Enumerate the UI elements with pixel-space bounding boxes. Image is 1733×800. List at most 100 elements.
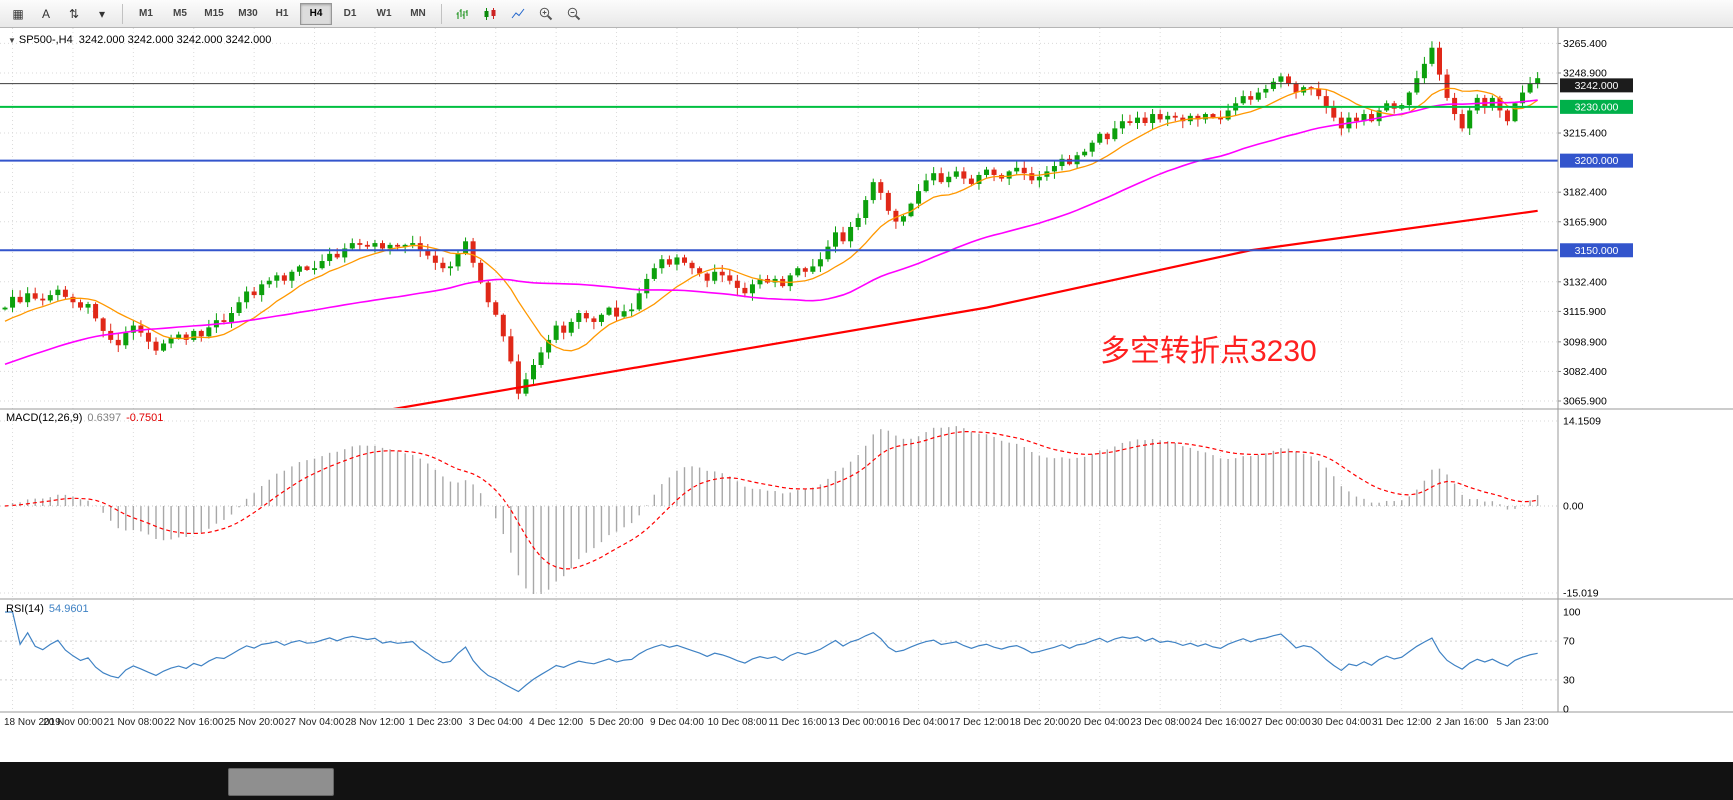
svg-text:0: 0 bbox=[1563, 704, 1569, 716]
cursor-tool-icon[interactable]: ⇅ bbox=[68, 6, 80, 21]
svg-text:3098.900: 3098.900 bbox=[1563, 336, 1607, 348]
macd-indicator-label: MACD(12,26,9) 0.6397 -0.7501 bbox=[6, 412, 163, 424]
zoom-out-icon[interactable] bbox=[561, 2, 587, 26]
chart-area[interactable]: 3265.400 3248.900 3215.400 3182.400 3165.900… bbox=[0, 28, 1733, 762]
svg-text:3215.400: 3215.400 bbox=[1563, 128, 1607, 140]
svg-text:13 Dec 00:00: 13 Dec 00:00 bbox=[828, 717, 888, 728]
text-tool-icon[interactable]: A bbox=[41, 6, 50, 21]
svg-text:3115.900: 3115.900 bbox=[1563, 306, 1606, 318]
svg-text:-15.019: -15.019 bbox=[1563, 588, 1599, 600]
candles bbox=[2, 41, 1541, 400]
zoom-in-icon[interactable] bbox=[533, 2, 559, 26]
timeframe-mn[interactable]: MN bbox=[410, 8, 426, 19]
svg-text:0.00: 0.00 bbox=[1563, 501, 1584, 513]
svg-text:5 Dec 20:00: 5 Dec 20:00 bbox=[590, 717, 644, 728]
toolbar: ▦ A ⇅ ▾ M1 M5 M15 M30 H1 H4 D1 W1 MN bbox=[0, 0, 1733, 28]
svg-text:30: 30 bbox=[1563, 674, 1575, 686]
svg-text:17 Dec 12:00: 17 Dec 12:00 bbox=[949, 717, 1009, 728]
svg-text:3 Dec 04:00: 3 Dec 04:00 bbox=[469, 717, 523, 728]
timeframe-m5[interactable]: M5 bbox=[173, 8, 187, 19]
svg-text:14.1509: 14.1509 bbox=[1563, 416, 1601, 428]
timeframe-w1[interactable]: W1 bbox=[376, 8, 392, 19]
candlestick-icon[interactable] bbox=[477, 2, 503, 26]
timeframe-d1[interactable]: D1 bbox=[343, 8, 357, 19]
svg-text:3165.900: 3165.900 bbox=[1563, 216, 1607, 228]
price-axis: 3265.400 3248.900 3215.400 3182.400 3165.900… bbox=[1558, 38, 1607, 408]
symbol-period-label: SP500-,H4 bbox=[18, 34, 73, 46]
svg-text:9 Dec 04:00: 9 Dec 04:00 bbox=[650, 717, 704, 728]
timeframe-m1[interactable]: M1 bbox=[139, 8, 153, 19]
medium-ma-line bbox=[4, 99, 1538, 366]
macd-name: MACD(12,26,9) bbox=[6, 412, 83, 424]
svg-text:5 Jan 23:00: 5 Jan 23:00 bbox=[1496, 717, 1549, 728]
toolbar-separator bbox=[441, 3, 442, 24]
svg-text:3065.900: 3065.900 bbox=[1563, 396, 1607, 408]
svg-text:22 Nov 16:00: 22 Nov 16:00 bbox=[164, 717, 224, 728]
toolbar-separator bbox=[122, 3, 123, 24]
svg-text:20 Nov 00:00: 20 Nov 00:00 bbox=[43, 717, 103, 728]
svg-text:3182.400: 3182.400 bbox=[1563, 187, 1607, 199]
svg-text:4 Dec 12:00: 4 Dec 12:00 bbox=[529, 717, 583, 728]
svg-text:28 Nov 12:00: 28 Nov 12:00 bbox=[345, 717, 405, 728]
svg-text:24 Dec 16:00: 24 Dec 16:00 bbox=[1191, 717, 1251, 728]
chart-title: ▼ SP500-,H4 3242.000 3242.000 3242.000 324… bbox=[8, 34, 271, 46]
line-chart-icon[interactable] bbox=[505, 2, 531, 26]
svg-text:3150.000: 3150.000 bbox=[1575, 245, 1619, 257]
quote-values: 3242.000 3242.000 3242.000 3242.000 bbox=[78, 34, 272, 46]
svg-text:25 Nov 20:00: 25 Nov 20:00 bbox=[224, 717, 284, 728]
dropdown-arrow-icon[interactable]: ▾ bbox=[98, 6, 106, 21]
collapse-icon[interactable]: ▼ bbox=[8, 36, 16, 45]
grid-icon[interactable]: ▦ bbox=[12, 6, 24, 21]
svg-text:3248.900: 3248.900 bbox=[1563, 67, 1607, 79]
chart-canvas[interactable]: 3265.400 3248.900 3215.400 3182.400 3165.900… bbox=[0, 28, 1733, 762]
rsi-name: RSI(14) bbox=[6, 603, 44, 615]
svg-text:27 Nov 04:00: 27 Nov 04:00 bbox=[285, 717, 345, 728]
svg-text:18 Nov 2019: 18 Nov 2019 bbox=[4, 717, 61, 728]
svg-text:23 Dec 08:00: 23 Dec 08:00 bbox=[1130, 717, 1190, 728]
macd-signal-line bbox=[4, 430, 1538, 570]
rsi-panel: 100 70 30 0 bbox=[0, 607, 1581, 716]
svg-text:30 Dec 04:00: 30 Dec 04:00 bbox=[1312, 717, 1372, 728]
svg-text:16 Dec 04:00: 16 Dec 04:00 bbox=[889, 717, 949, 728]
svg-text:11 Dec 16:00: 11 Dec 16:00 bbox=[768, 717, 827, 728]
svg-text:3082.400: 3082.400 bbox=[1563, 366, 1607, 378]
svg-text:2 Jan 16:00: 2 Jan 16:00 bbox=[1436, 717, 1489, 728]
svg-text:3132.400: 3132.400 bbox=[1563, 276, 1607, 288]
rsi-line bbox=[5, 611, 1538, 693]
grid bbox=[0, 28, 1558, 712]
taskbar bbox=[0, 762, 1733, 800]
price-badge-3242: 3242.000 bbox=[1560, 78, 1633, 93]
svg-text:3230.000: 3230.000 bbox=[1575, 101, 1619, 113]
svg-text:20 Dec 04:00: 20 Dec 04:00 bbox=[1070, 717, 1130, 728]
svg-text:3265.400: 3265.400 bbox=[1563, 38, 1607, 50]
taskbar-item[interactable] bbox=[228, 768, 334, 796]
svg-text:3242.000: 3242.000 bbox=[1575, 80, 1619, 92]
rsi-indicator-label: RSI(14) 54.9601 bbox=[6, 603, 89, 615]
timeframe-h4[interactable]: H4 bbox=[300, 2, 332, 25]
svg-text:10 Dec 08:00: 10 Dec 08:00 bbox=[708, 717, 768, 728]
price-badge-3230: 3230.000 bbox=[1560, 99, 1633, 114]
svg-text:21 Nov 08:00: 21 Nov 08:00 bbox=[104, 717, 164, 728]
chart-annotation-text[interactable]: 多空转折点3230 bbox=[1100, 335, 1317, 368]
svg-text:18 Dec 20:00: 18 Dec 20:00 bbox=[1010, 717, 1070, 728]
timeframe-h1[interactable]: H1 bbox=[275, 8, 289, 19]
timeframe-m15[interactable]: M15 bbox=[204, 8, 224, 19]
svg-text:31 Dec 12:00: 31 Dec 12:00 bbox=[1372, 717, 1432, 728]
rsi-value: 54.9601 bbox=[48, 603, 89, 615]
svg-text:100: 100 bbox=[1563, 607, 1581, 619]
svg-text:3200.000: 3200.000 bbox=[1575, 155, 1619, 167]
price-badge-3150: 3150.000 bbox=[1560, 243, 1633, 258]
svg-text:1 Dec 23:00: 1 Dec 23:00 bbox=[408, 717, 462, 728]
svg-text:70: 70 bbox=[1563, 636, 1575, 648]
macd-main-value: 0.6397 bbox=[87, 412, 122, 424]
timeframe-m30[interactable]: M30 bbox=[238, 8, 258, 19]
bar-chart-icon[interactable] bbox=[449, 2, 475, 26]
macd-signal-value: -0.7501 bbox=[126, 412, 164, 424]
macd-panel: 14.1509 0.00 -15.019 bbox=[0, 416, 1601, 600]
price-badge-3200: 3200.000 bbox=[1560, 153, 1633, 168]
fast-ma-line bbox=[4, 87, 1539, 352]
svg-text:27 Dec 00:00: 27 Dec 00:00 bbox=[1251, 717, 1311, 728]
trend-ma-line bbox=[392, 209, 1538, 408]
